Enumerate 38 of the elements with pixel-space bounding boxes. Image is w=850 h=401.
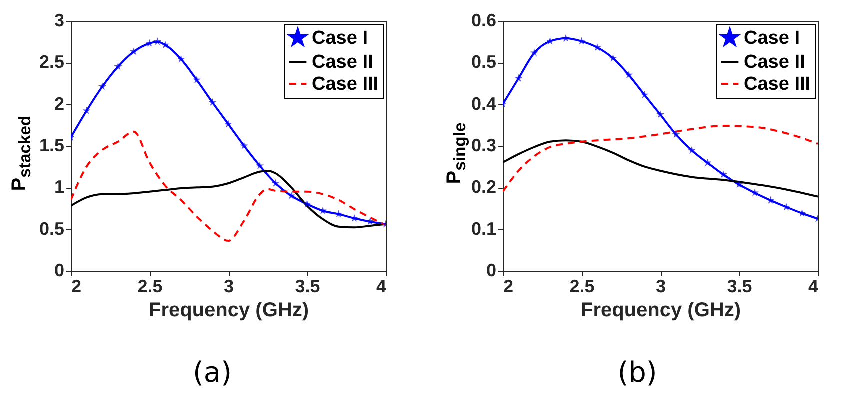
y-tick-label: 0.1 bbox=[471, 218, 496, 239]
line-series bbox=[71, 170, 386, 229]
x-tick-label: 2 bbox=[504, 276, 514, 296]
x-tick-label: 2.5 bbox=[570, 276, 595, 296]
line-series bbox=[503, 140, 818, 198]
y-tick-label: 1.5 bbox=[39, 136, 64, 156]
y-tick-label: 0 bbox=[54, 260, 64, 280]
y-tick-label: 0 bbox=[486, 260, 496, 280]
y-tick-label: 0.5 bbox=[471, 52, 496, 72]
legend-label: Case III bbox=[312, 74, 379, 95]
x-axis-title: Frequency (GHz) bbox=[148, 300, 310, 322]
line-series bbox=[71, 130, 386, 242]
y-tick-label: 2.5 bbox=[39, 52, 64, 72]
legend-label: Case II bbox=[744, 52, 806, 73]
legend-label: Case I bbox=[744, 28, 800, 49]
legend-label: Case III bbox=[744, 74, 811, 95]
line-series bbox=[503, 125, 818, 193]
text: (a) bbox=[192, 356, 233, 389]
y-tick-label: 0.2 bbox=[471, 177, 496, 198]
x-tick-label: 3.5 bbox=[295, 276, 320, 296]
x-tick-label: 4 bbox=[376, 276, 386, 296]
x-tick-label: 4 bbox=[808, 276, 818, 296]
y-tick-label: 0.3 bbox=[471, 136, 496, 156]
legend-label: Case II bbox=[312, 52, 374, 73]
text: (b) bbox=[616, 356, 658, 389]
x-tick-label: 2.5 bbox=[138, 276, 163, 296]
y-tick-label: 2 bbox=[54, 94, 64, 114]
x-tick-label: 2 bbox=[72, 276, 82, 296]
x-axis-title: Frequency (GHz) bbox=[580, 300, 742, 322]
legend-label: Case I bbox=[312, 28, 368, 49]
y-tick-label: 0.6 bbox=[471, 10, 496, 30]
y-tick-label: 3 bbox=[54, 10, 64, 30]
x-tick-label: 3 bbox=[224, 276, 234, 296]
x-tick-label: 3 bbox=[656, 276, 666, 296]
x-tick-label: 3.5 bbox=[727, 276, 752, 296]
y-tick-label: 1 bbox=[54, 177, 64, 198]
y-tick-label: 0.4 bbox=[471, 94, 496, 114]
y-tick-label: 0.5 bbox=[39, 218, 64, 239]
